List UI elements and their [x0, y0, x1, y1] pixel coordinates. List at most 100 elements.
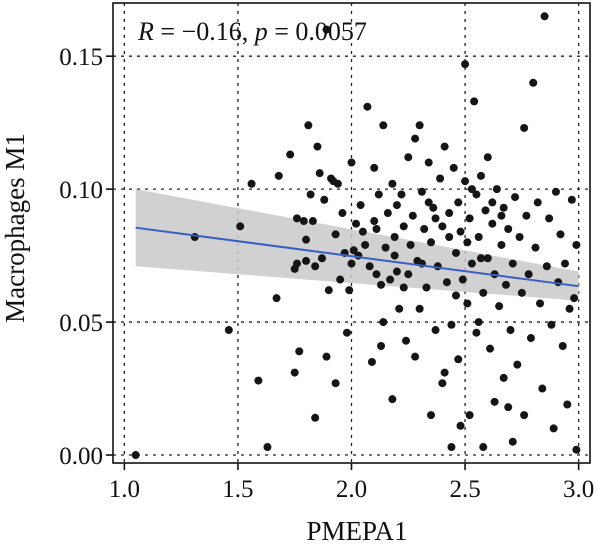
data-point-107	[470, 97, 479, 106]
data-point-175	[372, 225, 381, 234]
data-point-174	[440, 368, 449, 377]
data-point-90	[440, 142, 449, 151]
data-point-77	[415, 304, 424, 313]
data-point-91	[442, 278, 451, 287]
data-point-59	[383, 209, 392, 218]
data-point-32	[331, 230, 340, 239]
data-point-65	[392, 201, 401, 210]
r-value: = −0.16,	[154, 17, 255, 46]
data-point-168	[476, 254, 485, 263]
data-point-46	[358, 227, 367, 236]
data-point-144	[538, 384, 547, 393]
data-point-143	[536, 299, 545, 308]
data-point-16	[302, 256, 311, 265]
data-point-95	[449, 163, 458, 172]
data-point-15	[299, 217, 308, 226]
data-point-165	[379, 318, 388, 327]
correlation-annotation: R = −0.16, p = 0.0057	[137, 17, 367, 46]
data-point-25	[317, 254, 326, 263]
data-point-178	[497, 211, 506, 220]
data-point-53	[372, 270, 381, 279]
data-point-121	[492, 185, 501, 194]
data-point-82	[427, 411, 435, 420]
data-point-58	[381, 243, 390, 252]
data-point-24	[315, 169, 324, 178]
y-tick-label-0: 0.00	[59, 443, 103, 470]
data-point-71	[404, 270, 413, 279]
data-point-42	[349, 246, 358, 255]
data-point-160	[572, 445, 581, 454]
data-point-76	[415, 121, 424, 130]
data-point-103	[463, 299, 472, 308]
data-point-93	[447, 320, 456, 329]
data-point-70	[404, 153, 413, 162]
data-point-55	[377, 280, 386, 289]
data-point-61	[388, 179, 397, 188]
data-point-109	[472, 328, 481, 337]
y-axis-title: Macrophages M1	[0, 133, 30, 323]
data-point-33	[331, 379, 340, 388]
data-point-159	[572, 240, 581, 249]
data-point-127	[504, 225, 513, 234]
data-point-27	[322, 352, 331, 361]
data-point-110	[474, 232, 483, 241]
x-tick-label-2: 2.0	[336, 476, 367, 503]
data-point-47	[361, 240, 370, 249]
data-point-88	[438, 222, 447, 231]
data-point-22	[311, 413, 320, 422]
data-point-78	[417, 187, 426, 196]
data-point-158	[570, 294, 579, 303]
data-point-150	[551, 187, 560, 196]
y-tick-label-1: 0.05	[59, 310, 103, 337]
data-point-136	[520, 411, 529, 420]
data-point-84	[429, 203, 438, 212]
data-point-145	[540, 12, 549, 21]
data-point-102	[461, 60, 470, 69]
data-point-52	[370, 217, 379, 226]
data-point-94	[447, 443, 456, 452]
data-point-169	[504, 403, 513, 412]
data-point-123	[497, 240, 506, 249]
data-point-138	[524, 270, 533, 279]
data-point-114	[481, 206, 490, 215]
data-point-177	[463, 238, 472, 247]
data-point-29	[324, 286, 333, 295]
data-point-166	[411, 134, 420, 143]
data-point-51	[370, 163, 379, 172]
data-point-171	[390, 251, 399, 260]
data-point-130	[508, 437, 517, 446]
data-point-28	[322, 25, 331, 34]
data-point-81	[424, 158, 433, 167]
data-point-39	[345, 286, 354, 295]
data-point-135	[520, 123, 529, 132]
data-point-2	[224, 326, 233, 335]
data-point-163	[456, 421, 465, 430]
data-point-54	[374, 190, 383, 199]
r-symbol: R	[137, 17, 154, 46]
data-point-23	[313, 142, 322, 151]
x-tick-label-4: 3.0	[563, 476, 594, 503]
data-point-67	[397, 190, 406, 199]
data-point-139	[526, 334, 535, 343]
data-point-5	[254, 376, 263, 385]
data-point-105	[465, 411, 474, 420]
data-point-74	[411, 352, 420, 361]
data-point-41	[347, 158, 356, 167]
y-tick-label-2: 0.10	[59, 177, 103, 204]
data-point-172	[451, 291, 460, 300]
data-point-62	[388, 395, 397, 404]
data-point-101	[461, 177, 470, 186]
data-point-120	[490, 397, 499, 406]
data-point-40	[347, 259, 356, 268]
data-point-87	[436, 174, 445, 183]
data-point-12	[292, 259, 301, 268]
data-point-133	[515, 232, 524, 241]
data-point-154	[561, 259, 570, 268]
data-point-20	[308, 217, 317, 226]
data-point-17	[302, 235, 311, 244]
x-tick-label-1: 1.5	[222, 476, 253, 503]
x-axis-title: PMEPA1	[306, 516, 407, 546]
data-point-131	[511, 193, 520, 202]
data-point-34	[333, 179, 342, 188]
